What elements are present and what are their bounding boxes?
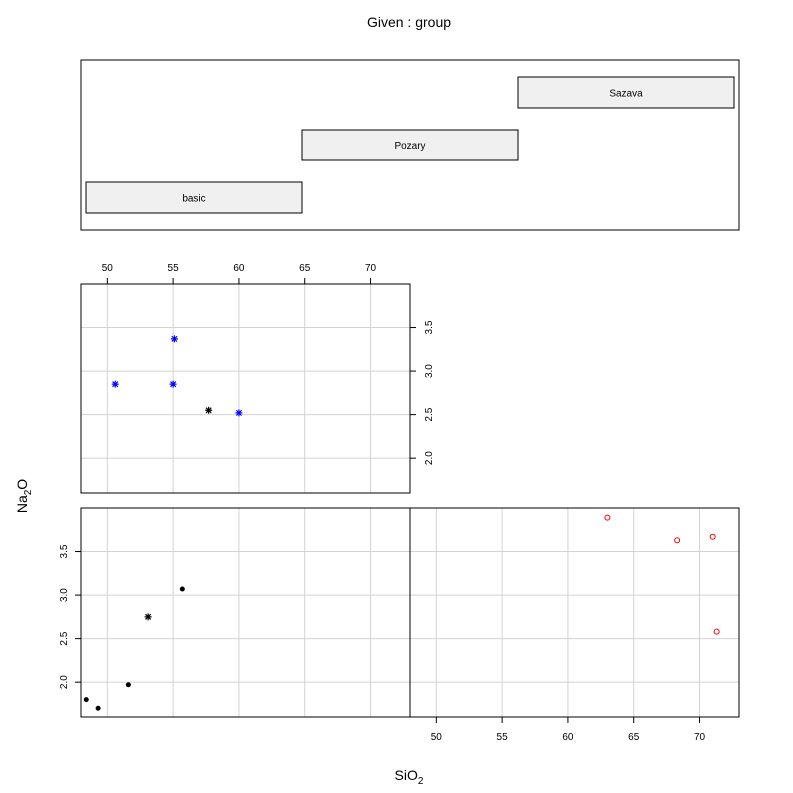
y-tick-label: 2.5 [424,407,435,421]
given-bar-label: Pozary [394,141,425,152]
panels: 2.0 2.5 3.0 3.5 50 55 60 65 70 2.0 2.5 3.0 3.5 50 55 60… [59,263,740,743]
given-bars: basic Pozary Sazava [85,76,735,214]
given-bar-sazava [517,76,735,109]
data-point [205,406,213,414]
data-point [111,380,119,388]
panel-frame [80,283,411,494]
x-axis-title: SiO2 [395,767,424,787]
panel-frame [409,507,740,718]
data-point [709,533,716,540]
data-point [95,705,101,711]
given-panel-frame [80,59,740,231]
panel-sazava: 50 55 60 65 70 [409,507,740,743]
y-tick-label: 2.0 [424,451,435,465]
y-tick-label: 2.5 [59,631,70,645]
data-point [235,409,243,417]
y-tick-label: 3.5 [59,544,70,558]
data-point [674,537,681,544]
data-point [169,380,177,388]
given-bar-basic [85,181,303,214]
y-tick-label: 3.0 [424,364,435,378]
y-tick-label: 3.5 [424,320,435,334]
data-point [713,628,720,635]
data-point [144,613,152,621]
data-point [125,682,131,688]
given-bar-pozary [301,129,519,161]
x-tick-label: 60 [233,263,245,274]
x-tick-label: 70 [694,732,706,743]
x-tick-label: 65 [299,263,311,274]
given-bar-label: basic [182,194,205,205]
y-axis-title: Na2O [14,479,34,513]
y-tick-label: 3.0 [59,588,70,602]
x-tick-label: 70 [365,263,377,274]
x-tick-label: 50 [431,732,443,743]
data-point [170,335,178,343]
x-tick-label: 65 [628,732,640,743]
given-title: Given : group [367,14,451,30]
y-tick-label: 2.0 [59,675,70,689]
x-tick-label: 50 [102,263,114,274]
x-tick-label: 60 [562,732,574,743]
x-tick-label: 55 [168,263,180,274]
data-point [83,697,89,703]
data-point [179,586,185,592]
panel-basic: 2.0 2.5 3.0 3.5 [59,507,411,718]
data-point [604,514,611,521]
given-bar-label: Sazava [609,89,643,100]
x-tick-label: 55 [497,732,509,743]
panel-pozary: 50 55 60 65 70 2.0 2.5 3.0 3.5 [80,263,435,494]
